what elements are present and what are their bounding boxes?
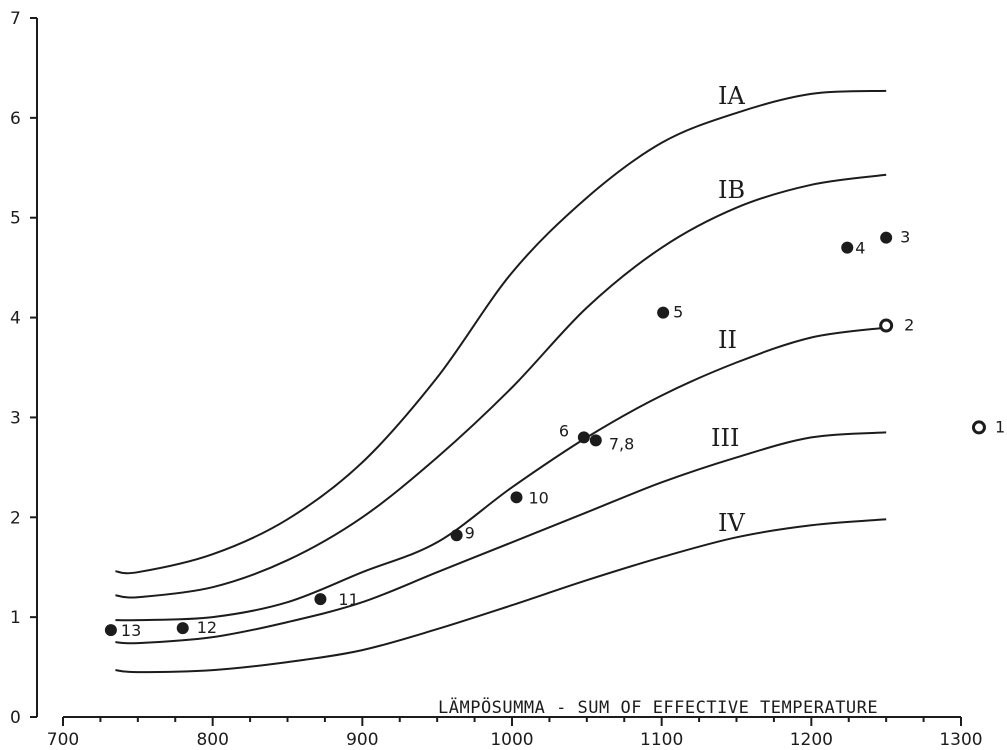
y-tick-label: 6 — [10, 109, 21, 129]
point-label-9: 9 — [465, 523, 475, 542]
y-tick-label: 5 — [10, 209, 21, 229]
y-tick-label: 3 — [10, 408, 21, 428]
point-3 — [880, 231, 893, 244]
point-label-5: 5 — [673, 303, 683, 322]
x-tick-label: 1000 — [490, 730, 533, 750]
point-label-10: 10 — [528, 488, 548, 507]
x-axis-title: LÄMPÖSUMMA - SUM OF EFFECTIVE TEMPERATUR… — [438, 696, 878, 718]
x-tick-label: 800 — [196, 730, 228, 750]
curve-ii — [115, 326, 887, 622]
x-tick-label: 700 — [47, 730, 79, 750]
point-label-6: 6 — [559, 421, 569, 440]
point-10 — [510, 491, 523, 504]
curve-label-ii: II — [718, 326, 737, 354]
y-tick-label: 7 — [10, 9, 21, 29]
point-6 — [577, 431, 590, 444]
point-label-3: 3 — [900, 228, 910, 247]
curve-label-iii: III — [711, 424, 739, 452]
curve-ib — [115, 173, 887, 599]
x-tick-label: 1300 — [939, 730, 982, 750]
point-7,8 — [589, 434, 602, 447]
point-label-12: 12 — [197, 618, 217, 637]
point-label-1: 1 — [995, 417, 1005, 436]
y-tick-label: 4 — [10, 309, 21, 329]
y-tick-label: 2 — [10, 508, 21, 528]
curve-label-iv: IV — [718, 509, 745, 537]
point-label-13: 13 — [121, 621, 141, 640]
point-5 — [657, 306, 670, 319]
x-tick-label: 1200 — [790, 730, 833, 750]
point-2 — [879, 318, 894, 333]
curve-iii — [115, 431, 887, 645]
x-tick-label: 1100 — [640, 730, 683, 750]
curve-label-ib: IB — [718, 176, 745, 204]
point-label-2: 2 — [904, 316, 914, 335]
x-tick-label: 900 — [346, 730, 378, 750]
point-12 — [176, 622, 189, 635]
point-11 — [314, 593, 327, 606]
y-tick-label: 0 — [10, 708, 21, 728]
curve-ia — [115, 89, 887, 575]
point-9 — [450, 529, 463, 542]
point-13 — [104, 624, 117, 637]
point-1 — [971, 420, 986, 435]
point-4 — [841, 241, 854, 254]
curve-iv — [115, 518, 887, 674]
curve-label-ia: IA — [718, 82, 745, 110]
y-tick-label: 1 — [10, 608, 21, 628]
point-label-11: 11 — [338, 590, 358, 609]
point-label-7,8: 7,8 — [609, 434, 634, 453]
point-label-4: 4 — [855, 239, 865, 258]
